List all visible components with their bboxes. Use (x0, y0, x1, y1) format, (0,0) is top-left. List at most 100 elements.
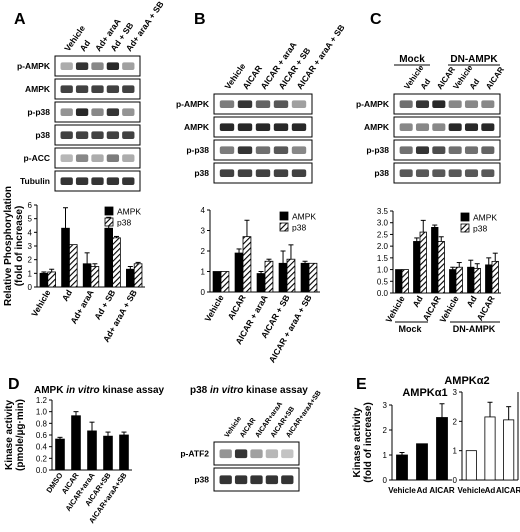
chart-b-bar (220, 271, 230, 293)
chart-d-y-tick-label: 0.2 (36, 454, 48, 463)
panel-b-band (219, 146, 235, 154)
chart-b-bar (242, 236, 252, 293)
panel-b-band (219, 123, 235, 131)
panel-a-band (122, 108, 135, 116)
panel-c-band (432, 100, 446, 108)
panel-b-band (255, 123, 271, 131)
chart-e1-bar (416, 443, 428, 481)
chart-e1-y-tick-label: 2 (383, 426, 388, 435)
panel-c-band (448, 123, 462, 131)
chart-d-y-tick-label: 0.6 (36, 431, 48, 440)
chart-a-bar (112, 237, 121, 288)
chart-c-bar (491, 260, 499, 294)
panel-c-lane-label: Ad (468, 77, 482, 91)
chart-a-y-tick-label: 1 (28, 269, 33, 278)
panel-d-right-title: p38 in vitro kinase assay (190, 385, 308, 396)
panel-b-row-label: p-p38 (186, 145, 209, 155)
panel-c-band (399, 100, 413, 108)
panel-a-band (91, 108, 104, 116)
panel-letter-a: A (14, 11, 26, 28)
chart-c-category-label: Ad (410, 294, 424, 309)
chart-a-y-tick-label: 0 (28, 283, 33, 292)
chart-c-legend-label: AMPK (473, 213, 497, 223)
chart-c-bar (473, 267, 481, 294)
chart-a-bar (133, 263, 143, 288)
panel-a-band (60, 154, 73, 162)
panel-c-band (399, 123, 413, 131)
chart-b-y-tick-label: 1 (201, 268, 206, 277)
panel-c-row-label: p-p38 (366, 145, 389, 155)
panel-b-band (237, 100, 253, 108)
panel-c-band (464, 169, 479, 177)
panel-c-band (415, 146, 430, 154)
panel-a-band (91, 177, 104, 185)
chart-c-bar (449, 269, 457, 294)
panel-a-row-label: p-AMPK (17, 61, 51, 71)
panel-a-band (60, 131, 73, 139)
chart-b-bar (286, 258, 296, 293)
chart-d-y-tick-label: 1.2 (36, 396, 48, 405)
chart-a-y-tick-label: 6 (28, 201, 33, 210)
panel-c-band (464, 100, 479, 108)
panel-a-band (75, 177, 89, 185)
chart-c-category-label: AICAR (475, 294, 497, 322)
chart-a-bar (90, 266, 100, 288)
chart-b-legend-label: AMPK (292, 212, 316, 222)
chart-c-y-tick-label: 2.5 (377, 230, 389, 239)
panel-d-band (219, 449, 232, 459)
chart-d-bar (119, 434, 129, 471)
chart-b-bar (308, 262, 318, 293)
chart-b-legend-label: p38 (292, 223, 306, 233)
panel-c-blot-frame (393, 116, 501, 138)
panel-a-lane-label: Ad (78, 38, 93, 53)
panel-d-left-title: AMPK in vitro kinase assay (34, 385, 165, 396)
panel-b-band (291, 169, 307, 177)
panel-letter-e: E (356, 376, 367, 393)
chart-b-y-tick-label: 0 (201, 288, 206, 297)
chart-b-legend-swatch (279, 222, 289, 232)
chart-d-bar (55, 438, 65, 471)
chart-e2-bar (503, 419, 515, 481)
panel-a-row-label: p-p38 (27, 107, 50, 117)
panel-a-band (60, 85, 73, 93)
chart-a-legend-label: p38 (117, 218, 131, 228)
panel-letter-b: B (194, 11, 206, 28)
chart-c-bar (419, 231, 427, 294)
panel-a-band (75, 108, 89, 116)
chart-c-bar (485, 264, 493, 294)
panel-b-band (291, 100, 307, 108)
chart-b-y-tick-label: 2 (201, 247, 206, 256)
panel-a-band (106, 85, 120, 93)
chart-c-group-dn: DN-AMPK (453, 324, 496, 334)
panel-a-band (91, 62, 104, 70)
panel-a-band (122, 154, 135, 162)
chart-e1-y-axis-label: (fold of increase) (363, 402, 374, 483)
panel-b-band (219, 169, 235, 177)
panel-a-row-label: p38 (35, 130, 50, 140)
panel-d-blot-frame (213, 441, 300, 466)
chart-e2-category-label: Ad (485, 486, 496, 495)
panel-c-band (399, 146, 413, 154)
chart-b-bar (256, 273, 266, 293)
chart-b-category-label: AICAR (226, 293, 248, 321)
chart-a-bar (126, 268, 135, 288)
panel-c-row-label: p38 (374, 168, 389, 178)
panel-c-band (415, 100, 430, 108)
panel-a-band (91, 131, 104, 139)
chart-d-y-tick-label: 0.8 (36, 419, 48, 428)
panel-d-band (234, 475, 248, 485)
chart-a-y-tick-label: 3 (28, 242, 33, 251)
chart-e1-y-tick-label: 1 (383, 451, 388, 460)
panel-c-band (481, 169, 495, 177)
panel-c-row-label: AMPK (364, 122, 390, 132)
panel-a-row-label: Tubulin (20, 176, 50, 186)
chart-c-legend-label: p38 (473, 224, 487, 234)
panel-a-band (122, 62, 135, 70)
panel-b-band (255, 146, 271, 154)
panel-c-band (464, 123, 479, 131)
panel-a-row-label: AMPK (25, 84, 51, 94)
panel-b-row-label: p-AMPK (176, 99, 210, 109)
chart-a-y-tick-label: 4 (28, 228, 33, 237)
chart-c-bar (431, 226, 439, 294)
panel-c-band (481, 100, 495, 108)
